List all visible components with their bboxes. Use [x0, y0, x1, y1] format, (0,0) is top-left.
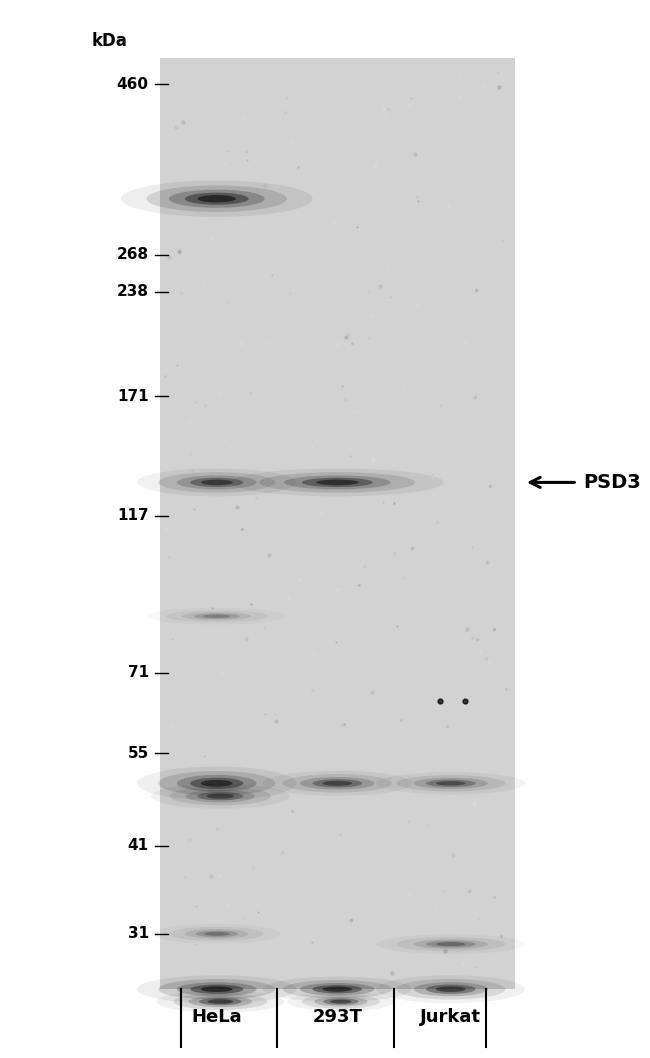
- Ellipse shape: [158, 771, 275, 796]
- Ellipse shape: [313, 779, 362, 787]
- Ellipse shape: [121, 181, 313, 217]
- Ellipse shape: [203, 615, 231, 618]
- Ellipse shape: [316, 479, 359, 486]
- Ellipse shape: [137, 767, 296, 800]
- Ellipse shape: [177, 982, 257, 997]
- Bar: [160, 58, 515, 989]
- Ellipse shape: [284, 475, 391, 490]
- Ellipse shape: [177, 774, 257, 791]
- Ellipse shape: [201, 479, 233, 486]
- Ellipse shape: [158, 472, 275, 493]
- Ellipse shape: [190, 478, 243, 487]
- Text: 293T: 293T: [313, 1008, 362, 1026]
- Ellipse shape: [413, 982, 488, 997]
- Text: kDa: kDa: [92, 32, 128, 50]
- Ellipse shape: [283, 774, 392, 792]
- Text: 171: 171: [117, 388, 149, 403]
- Ellipse shape: [231, 469, 444, 496]
- Ellipse shape: [302, 478, 372, 487]
- Ellipse shape: [201, 986, 233, 992]
- Ellipse shape: [302, 995, 380, 1008]
- Ellipse shape: [300, 777, 374, 789]
- Ellipse shape: [137, 469, 296, 496]
- Ellipse shape: [137, 975, 296, 1003]
- Ellipse shape: [283, 980, 392, 999]
- Ellipse shape: [314, 997, 367, 1006]
- Ellipse shape: [194, 614, 240, 619]
- Ellipse shape: [190, 985, 243, 993]
- Ellipse shape: [396, 776, 505, 791]
- Ellipse shape: [426, 985, 476, 993]
- Ellipse shape: [201, 780, 233, 787]
- Ellipse shape: [313, 985, 362, 993]
- Text: 71: 71: [127, 665, 149, 680]
- Ellipse shape: [413, 940, 488, 949]
- Ellipse shape: [263, 977, 411, 1002]
- Ellipse shape: [426, 780, 476, 787]
- Ellipse shape: [146, 185, 287, 212]
- Text: HeLa: HeLa: [192, 1008, 242, 1026]
- Ellipse shape: [188, 996, 252, 1007]
- Ellipse shape: [396, 937, 505, 951]
- Ellipse shape: [198, 195, 236, 202]
- Ellipse shape: [169, 189, 265, 207]
- Text: 268: 268: [116, 248, 149, 262]
- Text: 41: 41: [127, 838, 149, 854]
- Ellipse shape: [330, 1000, 352, 1004]
- Text: 117: 117: [117, 508, 149, 523]
- Ellipse shape: [323, 999, 359, 1005]
- Ellipse shape: [376, 975, 525, 1003]
- Ellipse shape: [170, 927, 263, 941]
- Ellipse shape: [207, 794, 234, 799]
- Text: 55: 55: [127, 746, 149, 761]
- Ellipse shape: [199, 998, 242, 1005]
- Text: 460: 460: [117, 77, 149, 92]
- Ellipse shape: [436, 986, 465, 992]
- Ellipse shape: [197, 792, 243, 800]
- Ellipse shape: [426, 941, 476, 947]
- Ellipse shape: [190, 778, 243, 789]
- Text: PSD3: PSD3: [584, 473, 642, 492]
- Ellipse shape: [288, 991, 394, 1011]
- Ellipse shape: [300, 983, 374, 996]
- Ellipse shape: [174, 993, 267, 1009]
- Ellipse shape: [436, 943, 465, 946]
- Ellipse shape: [185, 929, 249, 938]
- Ellipse shape: [413, 778, 488, 789]
- Ellipse shape: [396, 979, 505, 1000]
- Ellipse shape: [157, 990, 284, 1013]
- Ellipse shape: [186, 790, 255, 802]
- Ellipse shape: [170, 787, 271, 805]
- Text: Jurkat: Jurkat: [421, 1008, 481, 1026]
- Ellipse shape: [185, 193, 249, 205]
- Ellipse shape: [322, 987, 352, 991]
- Ellipse shape: [204, 932, 229, 935]
- Text: 238: 238: [117, 285, 149, 299]
- Ellipse shape: [182, 612, 252, 620]
- Ellipse shape: [259, 472, 415, 493]
- Ellipse shape: [207, 1000, 233, 1004]
- Ellipse shape: [158, 979, 275, 1000]
- Ellipse shape: [196, 931, 238, 937]
- Ellipse shape: [436, 781, 465, 785]
- Text: 31: 31: [127, 927, 149, 942]
- Ellipse shape: [177, 475, 257, 490]
- Ellipse shape: [322, 781, 352, 786]
